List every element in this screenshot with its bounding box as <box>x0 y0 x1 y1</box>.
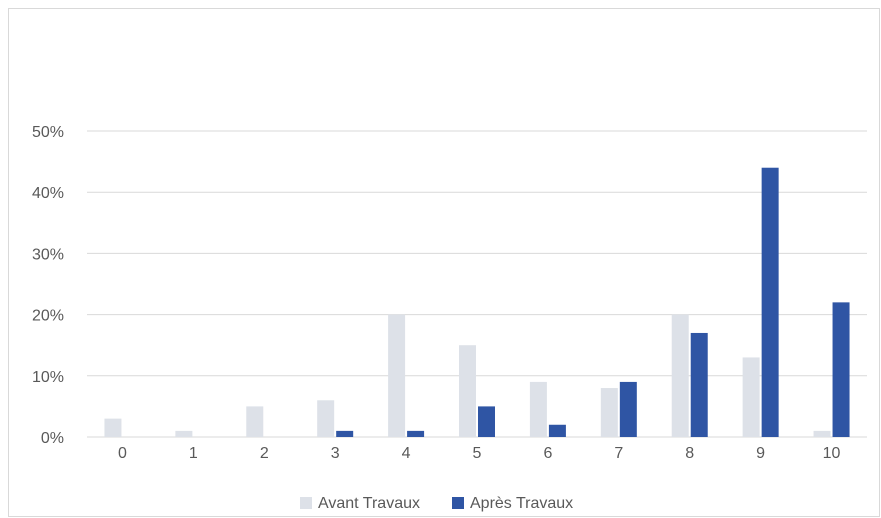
chart-frame <box>8 8 880 517</box>
bar-apres-6 <box>548 424 566 437</box>
bar-apres-10 <box>832 302 850 437</box>
bar-avant-8 <box>671 314 689 437</box>
x-tick-label: 9 <box>756 445 765 462</box>
bar-apres-3 <box>336 430 354 437</box>
bar-apres-5 <box>478 406 495 437</box>
x-tick-label: 6 <box>543 445 552 462</box>
x-tick-label: 2 <box>260 445 269 462</box>
y-tick-label: 0% <box>41 430 64 447</box>
y-axis-tick-labels: 0% 10% 20% 30% 40% 50% <box>32 124 64 447</box>
x-tick-label: 4 <box>402 445 411 462</box>
bar-avant-0 <box>104 418 122 437</box>
bar-avant-5 <box>459 345 476 437</box>
bar-avant-4 <box>388 314 406 437</box>
bar-avant-10 <box>813 430 831 437</box>
x-tick-label: 5 <box>473 445 482 462</box>
y-tick-label: 10% <box>32 369 64 386</box>
x-axis-tick-labels: 0 1 2 3 4 5 6 7 8 9 10 <box>118 445 841 462</box>
bar-avant-6 <box>529 381 547 437</box>
bars <box>104 167 850 437</box>
bar-apres-7 <box>619 381 637 437</box>
x-tick-label: 3 <box>331 445 340 462</box>
x-tick-label: 8 <box>685 445 694 462</box>
gridlines <box>87 130 867 438</box>
bar-avant-3 <box>317 400 335 437</box>
legend-label-avant: Avant Travaux <box>318 495 420 512</box>
bar-avant-2 <box>246 406 264 437</box>
y-tick-label: 50% <box>32 124 64 141</box>
y-tick-label: 40% <box>32 185 64 202</box>
x-tick-label: 7 <box>614 445 623 462</box>
bar-apres-4 <box>407 430 425 437</box>
y-tick-label: 20% <box>32 308 64 325</box>
x-tick-label: 10 <box>823 445 841 462</box>
x-tick-label: 1 <box>189 445 198 462</box>
bar-avant-9 <box>742 357 760 437</box>
bar-avant-1 <box>175 430 193 437</box>
legend-swatch-avant <box>300 497 312 509</box>
bar-avant-7 <box>600 388 618 437</box>
legend: Avant Travaux Après Travaux <box>300 495 573 512</box>
bar-apres-9 <box>761 167 779 437</box>
bar-apres-8 <box>690 332 708 437</box>
legend-swatch-apres <box>452 497 464 509</box>
y-tick-label: 30% <box>32 246 64 263</box>
x-tick-label: 0 <box>118 445 127 462</box>
legend-label-apres: Après Travaux <box>470 495 573 512</box>
